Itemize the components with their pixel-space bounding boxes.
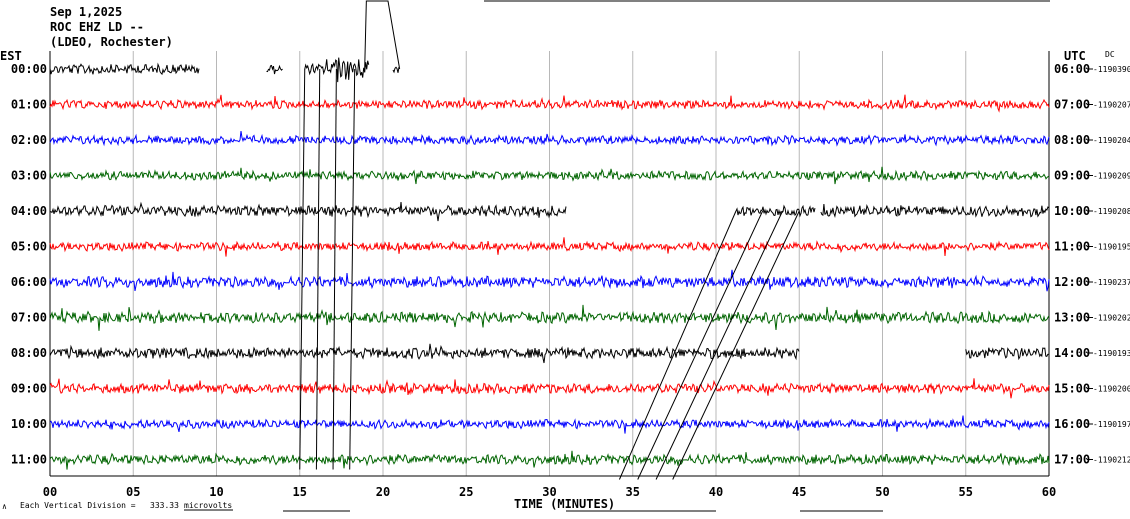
dc-offset-label: -1190195 <box>1093 243 1130 252</box>
seismic-trace <box>49 62 200 76</box>
utc-time-label: 11:00 <box>1054 240 1090 254</box>
x-tick-label: 15 <box>293 485 307 499</box>
seismic-trace <box>266 64 283 75</box>
est-time-label: 05:00 <box>11 240 47 254</box>
x-tick-label: 40 <box>709 485 723 499</box>
overscale-trace <box>618 210 737 480</box>
seismic-trace <box>49 94 1050 113</box>
seismic-trace <box>49 201 567 222</box>
dc-offset-label: -1190212 <box>1093 456 1130 465</box>
overscale-trace <box>672 210 800 480</box>
dc-offset-label: -1190197 <box>1093 420 1130 429</box>
seismic-trace <box>49 166 1050 185</box>
dc-offset-label: -1190207 <box>1093 101 1130 110</box>
dc-offset-label: -1190209 <box>1093 172 1130 181</box>
utc-time-label: 15:00 <box>1054 382 1090 396</box>
est-time-label: 10:00 <box>11 417 47 431</box>
seismic-trace <box>49 131 1050 147</box>
x-tick-label: 45 <box>792 485 806 499</box>
overscale-trace <box>349 68 356 470</box>
seismic-trace <box>49 269 1050 292</box>
x-tick-label: 50 <box>875 485 889 499</box>
x-tick-label: 60 <box>1042 485 1056 499</box>
dc-offset-label: -1190208 <box>1093 207 1130 216</box>
utc-time-label: 14:00 <box>1054 346 1090 360</box>
dc-offset-label: -1190200 <box>1093 385 1130 394</box>
seismic-trace <box>965 347 1049 361</box>
trace-layer <box>49 0 1050 480</box>
dc-offset-label: -1190237 <box>1093 278 1130 287</box>
seismic-trace <box>735 204 816 218</box>
dc-offset-label: -1190193 <box>1093 349 1130 358</box>
seismic-trace <box>49 415 1050 434</box>
seismic-trace <box>49 378 1050 399</box>
x-axis-title: TIME (MINUTES) <box>514 497 615 511</box>
footer-marker: ∧ <box>2 502 7 511</box>
scale-value: 333.33 <box>150 501 179 510</box>
utc-time-label: 12:00 <box>1054 275 1090 289</box>
est-time-label: 03:00 <box>11 169 47 183</box>
est-axis-label: EST <box>0 49 22 63</box>
seismic-trace <box>49 237 1050 257</box>
est-time-label: 09:00 <box>11 382 47 396</box>
x-tick-label: 20 <box>376 485 390 499</box>
plot-gridlines <box>49 51 1050 477</box>
seismic-trace <box>49 450 1050 470</box>
utc-time-label: 06:00 <box>1054 62 1090 76</box>
x-tick-label: 55 <box>959 485 973 499</box>
x-tick-label: 30 <box>542 485 556 499</box>
x-tick-label: 05 <box>126 485 140 499</box>
utc-time-label: 09:00 <box>1054 169 1090 183</box>
est-time-label: 07:00 <box>11 311 47 325</box>
x-tick-labels: 00 05 10 15 20 25 30 35 40 45 50 55 60 <box>43 485 1056 499</box>
utc-time-label: 17:00 <box>1054 453 1090 467</box>
chart-date: Sep 1,2025 <box>50 5 122 19</box>
est-time-label: 11:00 <box>11 453 47 467</box>
seismic-trace <box>49 304 1050 331</box>
est-time-label: 08:00 <box>11 346 47 360</box>
overscale-trace <box>315 68 321 470</box>
station-code: ROC EHZ LD -- <box>50 20 144 34</box>
seismic-trace <box>392 66 400 74</box>
utc-axis-label: UTC <box>1064 49 1086 63</box>
x-tick-label: 00 <box>43 485 57 499</box>
overscale-trace <box>332 68 337 470</box>
scale-prefix: Each Vertical Division = <box>20 501 136 510</box>
x-tick-label: 35 <box>626 485 640 499</box>
dc-offset-label: -1190390 <box>1093 65 1130 74</box>
est-time-label: 04:00 <box>11 204 47 218</box>
est-time-label: 02:00 <box>11 133 47 147</box>
overscale-trace <box>655 210 784 480</box>
utc-time-label: 13:00 <box>1054 311 1090 325</box>
x-tick-label: 10 <box>209 485 223 499</box>
dc-offset-label: -1190204 <box>1093 136 1130 145</box>
utc-time-label: 16:00 <box>1054 417 1090 431</box>
dc-offset-label: -1190202 <box>1093 314 1130 323</box>
est-time-label: 00:00 <box>11 62 47 76</box>
scale-unit: microvolts <box>184 501 232 510</box>
utc-time-label: 10:00 <box>1054 204 1090 218</box>
est-time-label: 01:00 <box>11 98 47 112</box>
utc-time-label: 07:00 <box>1054 98 1090 112</box>
utc-time-label: 08:00 <box>1054 133 1090 147</box>
dc-label: DC <box>1105 50 1115 59</box>
x-tick-label: 25 <box>459 485 473 499</box>
network-name: (LDEO, Rochester) <box>50 35 173 49</box>
seismic-trace <box>304 57 370 83</box>
overscale-trace <box>637 210 764 480</box>
seismic-trace <box>49 343 800 364</box>
overscale-trace <box>299 68 306 470</box>
seismic-trace <box>820 203 1050 219</box>
overscale-trace <box>364 0 401 70</box>
est-time-label: 06:00 <box>11 275 47 289</box>
